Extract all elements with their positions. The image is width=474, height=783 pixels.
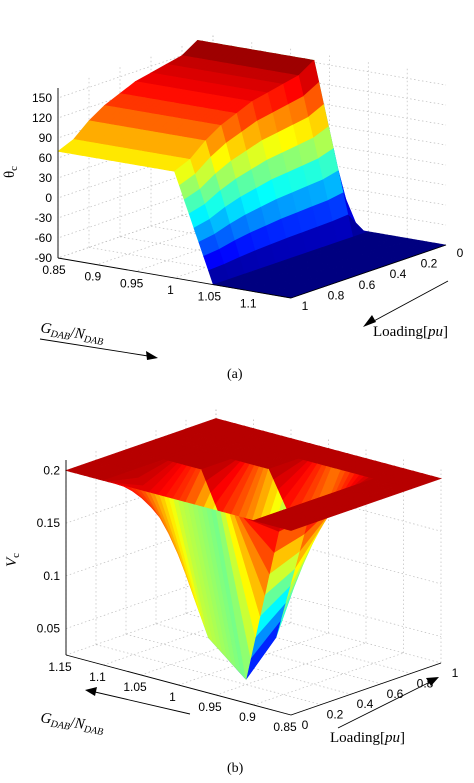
chart-a: -90 -60 -30 0 30 60 90 120 150 0.85 0.9 0.95 1 1.05 1.… <box>2 35 464 382</box>
z-tick-label: 90 <box>39 131 53 145</box>
x2-tick-label: 0.2 <box>327 708 344 722</box>
grid-line <box>212 144 447 186</box>
x2-tick-label: 0.4 <box>390 267 407 281</box>
grid-line <box>57 44 214 99</box>
grid-line <box>212 164 447 206</box>
chart-b-x1-arrow <box>94 691 191 715</box>
z-tick-label: 60 <box>39 151 53 165</box>
x2-tick-label: 0.8 <box>328 288 345 302</box>
grid-line <box>178 632 329 686</box>
z-tick-label: 120 <box>32 111 52 125</box>
x2-tick-label: 0.6 <box>359 278 376 292</box>
z-tick-label: 150 <box>32 91 52 105</box>
chart-b-x2-arrow <box>337 681 431 729</box>
x2-tick-label: 1 <box>452 666 459 680</box>
x2-tick-label: 0.2 <box>421 257 438 271</box>
grid-line <box>57 64 214 119</box>
x2-axis-line <box>290 244 447 299</box>
grid-line <box>135 217 291 272</box>
chart-a-zlabel: θc <box>2 166 20 178</box>
grid-line <box>155 623 382 685</box>
x1-tick-label: 1.1 <box>240 296 257 310</box>
chart-b-ticks: 0.05 0.1 0.15 0.2 1.15 1.1 1.05 1 0.95 0.9 0.85 0 0.… <box>37 464 459 734</box>
z-tick-label: -30 <box>35 211 53 225</box>
x1-tick-label: 0.85 <box>273 720 297 734</box>
chart-b-zlabel: Vc <box>4 553 22 567</box>
z-tick-label: 0.2 <box>43 464 60 478</box>
grid-line <box>57 204 214 259</box>
grid-line <box>212 124 447 166</box>
grid-line <box>174 224 330 279</box>
x1-tick-label: 1 <box>169 690 176 704</box>
chart-b-axes <box>65 460 442 716</box>
grid-line <box>215 642 367 696</box>
chart-a-x2-arrowhead <box>363 315 376 327</box>
grid-line <box>253 652 404 706</box>
z-tick-label: 0.1 <box>43 569 60 583</box>
grid-line <box>57 184 214 239</box>
x1-axis-line <box>65 654 292 716</box>
chart-b-surface <box>64 418 443 681</box>
grid-line <box>57 144 214 199</box>
grid-line <box>96 211 252 266</box>
z-tick-label: -60 <box>35 231 53 245</box>
chart-a-x2-arrow <box>371 280 449 323</box>
x2-axis-line <box>290 662 442 716</box>
grid-line <box>215 523 442 585</box>
grid-line <box>215 576 442 637</box>
chart-a-x1label: GDAB/NDAB <box>39 320 105 348</box>
chart-a-x1-arrowhead <box>146 351 158 360</box>
x1-tick-label: 0.95 <box>198 700 222 714</box>
x2-tick-label: 0.6 <box>387 687 404 701</box>
grid-line <box>212 64 447 106</box>
x1-tick-label: 1.05 <box>198 290 222 304</box>
grid-line <box>185 613 412 674</box>
grid-line <box>57 164 214 219</box>
x2-tick-label: 0 <box>302 718 309 732</box>
chart-a-ticks: -90 -60 -30 0 30 60 90 120 150 0.85 0.9 0.95 1 1.05 1.… <box>32 91 464 313</box>
chart-b-caption: (b) <box>227 761 244 776</box>
grid-line <box>212 84 447 126</box>
x1-axis-line <box>57 257 292 299</box>
z-tick-label: 0.05 <box>37 622 61 636</box>
grid-line <box>57 124 214 179</box>
chart-a-x1-arrow <box>39 338 149 357</box>
x1-tick-label: 0.85 <box>42 263 66 277</box>
chart-b-x1-arrowhead <box>85 687 97 696</box>
x1-tick-label: 1.05 <box>123 680 147 694</box>
chart-b: 0.05 0.1 0.15 0.2 1.15 1.1 1.05 1 0.95 0.9 0.85 0 0.… <box>4 408 459 776</box>
x1-tick-label: 0.9 <box>84 270 101 284</box>
z-tick-label: 30 <box>39 171 53 185</box>
grid-line <box>95 644 322 705</box>
x1-tick-label: 1 <box>167 283 174 297</box>
grid-line <box>212 44 447 86</box>
x1-tick-label: 0.95 <box>120 276 144 290</box>
chart-a-caption: (a) <box>227 367 243 382</box>
x1-tick-label: 0.9 <box>239 710 256 724</box>
surface-patch <box>285 518 323 531</box>
x1-tick-label: 1.15 <box>48 660 72 674</box>
grid-line <box>212 104 447 146</box>
chart-b-x1label: GDAB/NDAB <box>39 710 105 738</box>
chart-a-surface <box>57 39 447 299</box>
z-tick-label: -90 <box>35 251 53 265</box>
chart-b-x2label: Loading[pu] <box>330 730 405 746</box>
z-tick-label: 0 <box>45 191 52 205</box>
grid-line <box>215 602 442 664</box>
x2-tick-label: 0 <box>457 246 464 260</box>
x1-tick-label: 1.1 <box>89 670 106 684</box>
x2-tick-label: 0.4 <box>357 697 374 711</box>
chart-a-x2label: Loading[pu] <box>373 324 448 340</box>
grid-line <box>212 184 447 226</box>
chart-a-axes <box>57 88 447 299</box>
z-tick-label: 0.15 <box>37 516 61 530</box>
grid-line <box>65 602 217 656</box>
x2-tick-label: 1 <box>302 299 309 313</box>
chart-b-x2-arrowhead <box>426 677 439 686</box>
